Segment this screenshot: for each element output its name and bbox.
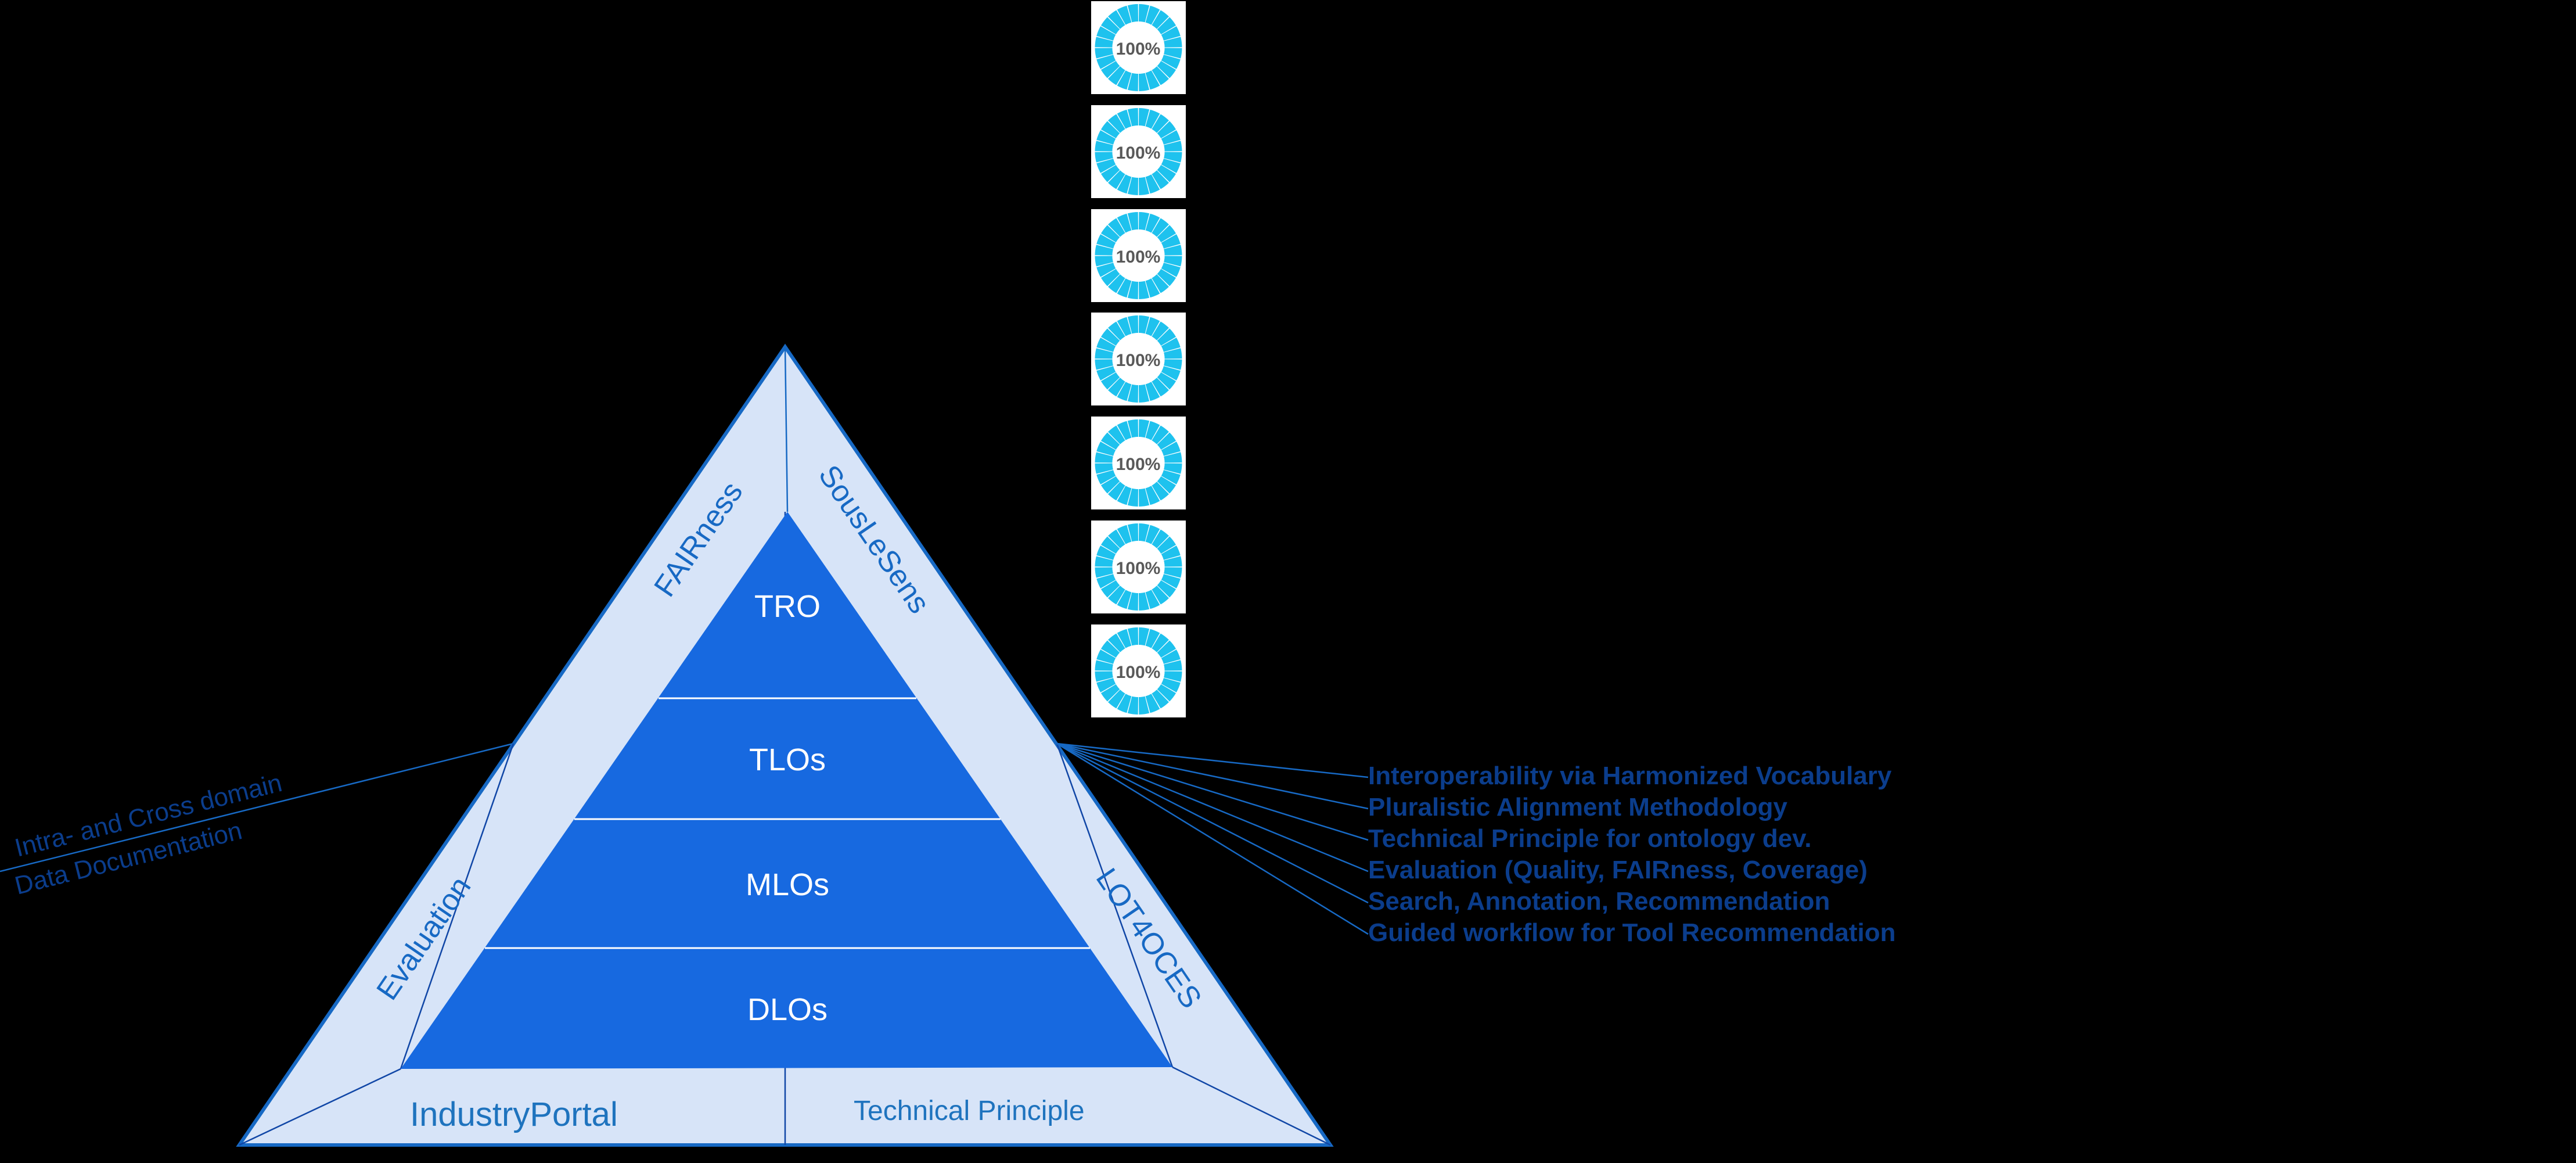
svg-text:Search, Annotation, Recommenda: Search, Annotation, Recommendation xyxy=(1368,887,1830,916)
svg-text:Evaluation (Quality, FAIRness,: Evaluation (Quality, FAIRness, Coverage) xyxy=(1368,856,1868,884)
svg-text:Interoperability via Harmonize: Interoperability via Harmonized Vocabula… xyxy=(1368,762,1892,790)
svg-text:IndustryPortal: IndustryPortal xyxy=(410,1096,618,1133)
svg-text:Technical Principle: Technical Principle xyxy=(854,1096,1085,1126)
svg-text:Pluralistic Alignment Methodol: Pluralistic Alignment Methodology xyxy=(1368,793,1787,821)
svg-text:DLOs: DLOs xyxy=(747,992,828,1027)
svg-text:TLOs: TLOs xyxy=(749,742,826,777)
svg-text:TRO: TRO xyxy=(754,589,821,624)
svg-text:100%: 100% xyxy=(1116,143,1161,163)
svg-text:MLOs: MLOs xyxy=(746,867,829,902)
svg-text:100%: 100% xyxy=(1116,40,1161,59)
svg-text:100%: 100% xyxy=(1116,663,1161,682)
svg-text:100%: 100% xyxy=(1116,455,1161,474)
svg-text:100%: 100% xyxy=(1116,247,1161,267)
svg-text:Guided workflow for Tool Recom: Guided workflow for Tool Recommendation xyxy=(1368,918,1896,947)
svg-text:Technical Principle for ontolo: Technical Principle for ontology dev. xyxy=(1368,824,1812,853)
svg-text:100%: 100% xyxy=(1116,351,1161,370)
svg-text:100%: 100% xyxy=(1116,559,1161,578)
